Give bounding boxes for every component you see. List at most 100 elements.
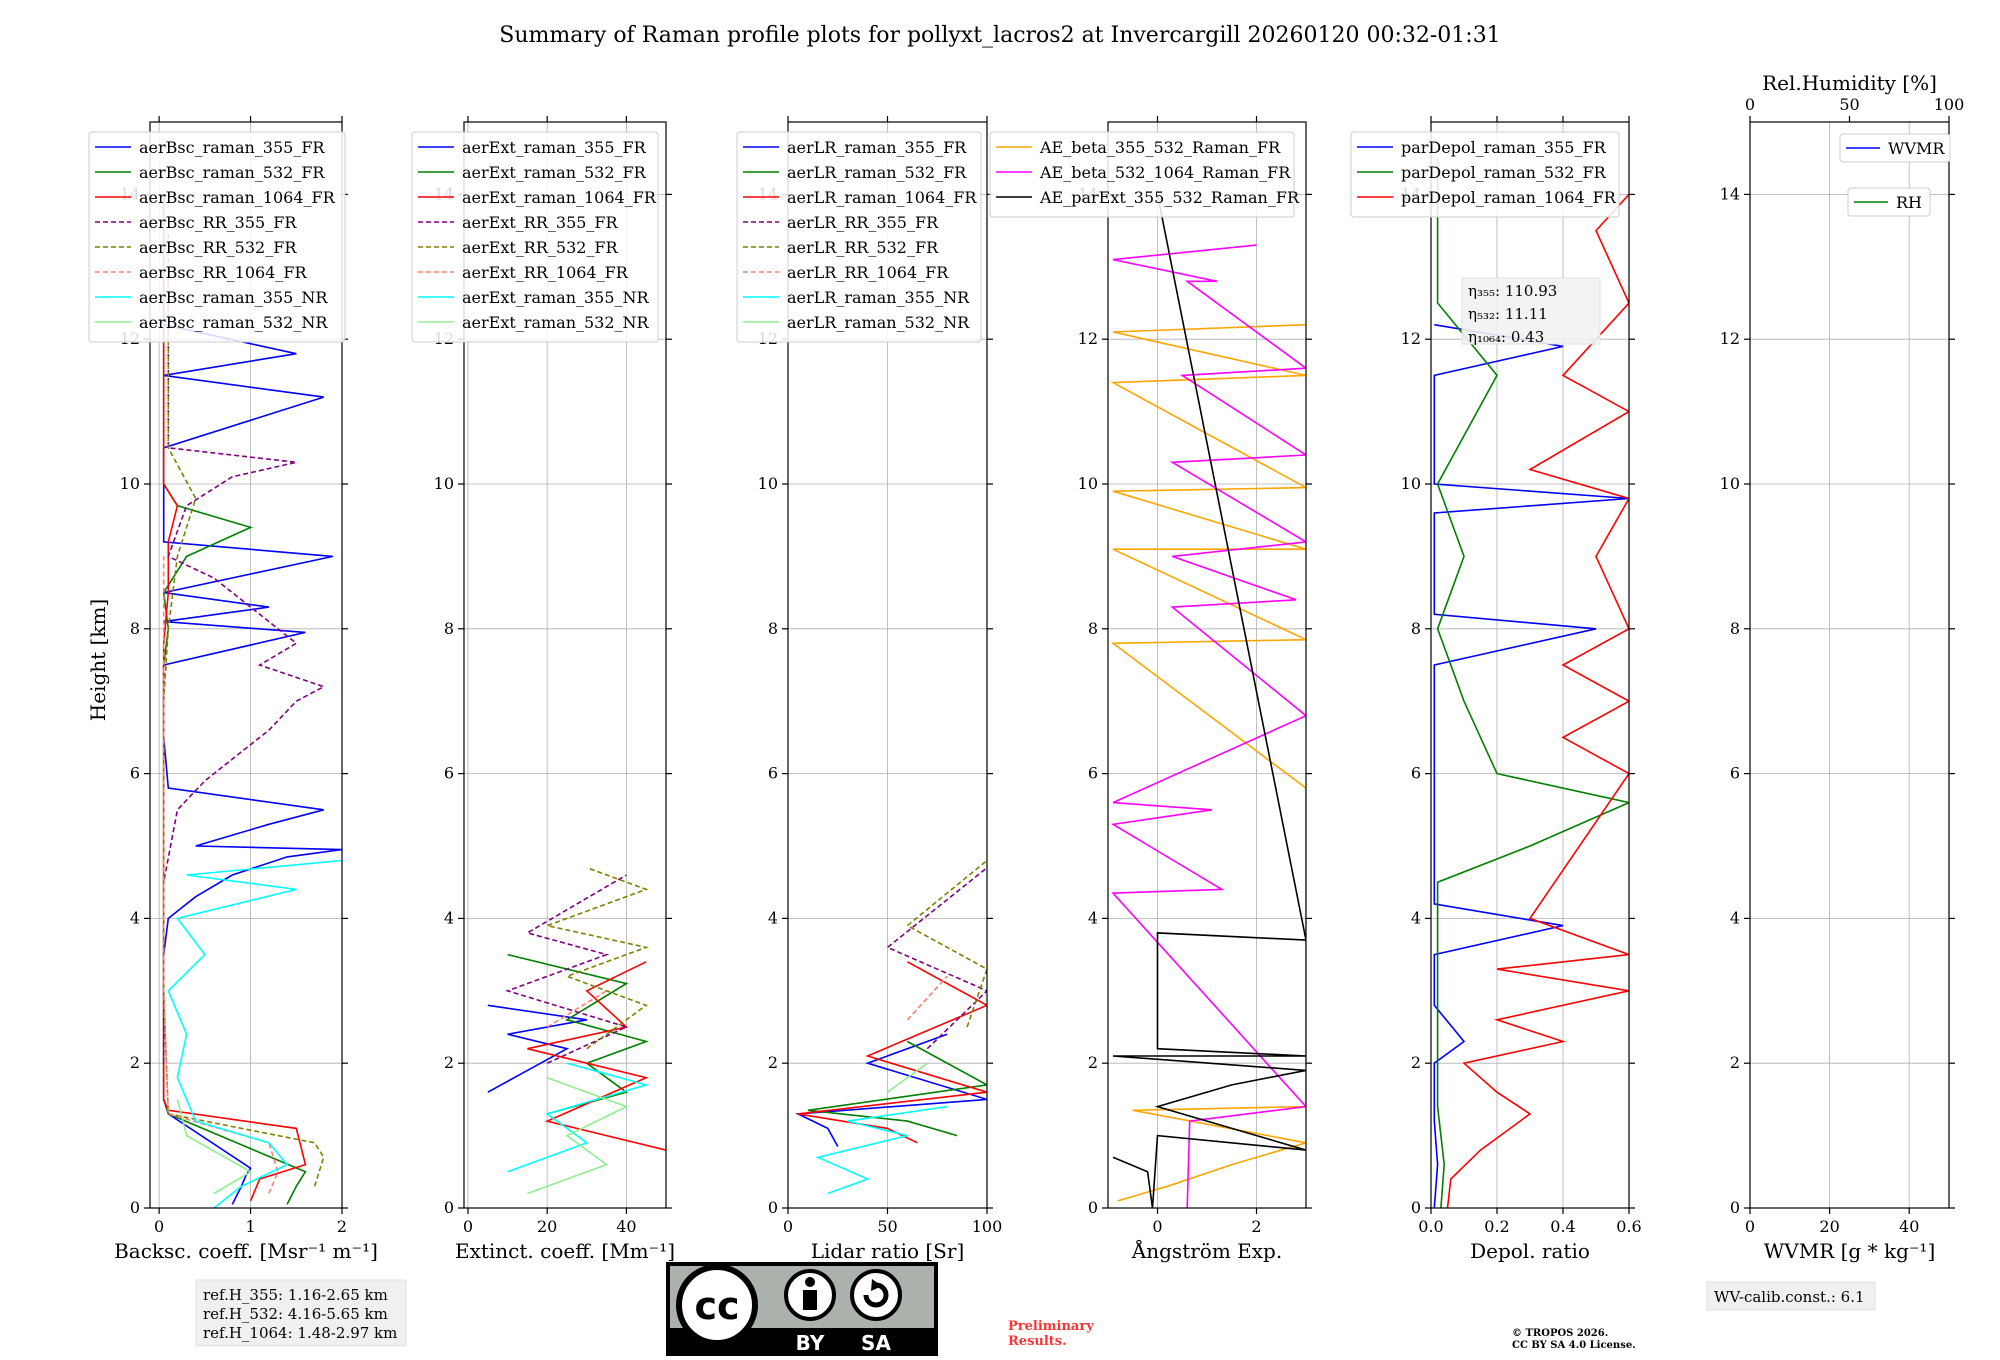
legend-WVMR: WVMR [1839,133,1951,163]
y-tick-label: 12 [1720,329,1740,348]
x-tick-label: 0.0 [1418,1217,1443,1236]
series-aerLR_RR_532_FR [905,859,987,1028]
legend-label: AE_parExt_355_532_Raman_FR [1039,188,1300,207]
series-aerExt_RR_532_FR [544,866,650,1050]
eta-value: η₁₀₆₄: 0.43 [1468,328,1544,346]
y-tick-label: 2 [1730,1053,1740,1072]
y-tick-label: 0 [130,1198,140,1217]
y-tick-label: 8 [1730,619,1740,638]
series-aerLR_raman_532_NR [887,1062,928,1093]
legend-label: aerExt_RR_532_FR [462,238,619,257]
y-tick-label: 6 [768,764,778,783]
legend-box: aerExt_raman_355_FR aerExt_raman_532_FRae… [411,131,659,343]
series-parDepol_raman_1064_FR [1446,193,1629,1208]
legend-label: aerLR_raman_1064_FR [787,188,977,207]
y-tick-label: 10 [434,474,454,493]
panel-wv: 0 2 4 6 8 10 12 14 0 20 40 WVMR [g * kg⁻¹] 0 50 100Rel… [1720,71,1965,1263]
series-aerLR_raman_1064_FR [797,961,987,1144]
x-tick-label: 0 [154,1217,164,1236]
figure-title: Summary of Raman profile plots for polly… [499,23,1500,48]
top-tick-label: 0 [1745,95,1755,114]
x-tick-label: 1 [245,1217,255,1236]
x-axis-label: Backsc. coeff. [Msr⁻¹ m⁻¹] [114,1239,378,1263]
series-aerBsc_RR_1064_FR [162,556,279,1194]
y-tick-label: 10 [1401,474,1421,493]
y-tick-label: 10 [120,474,140,493]
top-tick-label: 100 [1934,95,1965,114]
x-tick-label: 40 [1899,1217,1919,1236]
y-tick-label: 8 [768,619,778,638]
series-aerExt_raman_532_FR [507,953,649,1115]
legend-label: parDepol_raman_532_FR [1401,163,1607,182]
y-tick-label: 2 [768,1053,778,1072]
legend-label: aerLR_RR_532_FR [787,238,939,257]
x-tick-label: 20 [537,1217,557,1236]
top-tick-label: 50 [1839,95,1859,114]
y-tick-label: 2 [444,1053,454,1072]
x-axis-label: Lidar ratio [Sr] [811,1239,965,1263]
ref-height-532: ref.H_532: 4.16-5.65 km [203,1305,388,1323]
axes-frame [463,121,667,1209]
legend-label: aerExt_RR_355_FR [462,213,619,232]
wv-calib-box: WV-calib.const.: 6.1 [1706,1281,1876,1311]
panels: 02468101214012Backsc. coeff. [Msr⁻¹ m⁻¹]… [88,71,1965,1263]
x-axis-label: Depol. ratio [1470,1239,1590,1263]
y-tick-label: 14 [1720,184,1740,203]
legend-label: aerBsc_raman_532_NR [139,313,328,332]
x-tick-label: 50 [877,1217,897,1236]
legend-label: AE_beta_355_532_Raman_FR [1039,138,1281,157]
legend-label: aerBsc_RR_1064_FR [139,263,308,282]
series-aerExt_RR_355_FR [505,874,629,1064]
series-parDepol_raman_532_FR [1436,158,1629,1208]
y-tick-label: 4 [1088,908,1098,927]
badge-sa: SA [861,1331,891,1355]
y-tick-label: 10 [1720,474,1740,493]
y-tick-label: 4 [768,908,778,927]
legend-label: aerExt_RR_1064_FR [462,263,629,282]
legend-label: aerBsc_raman_1064_FR [139,188,336,207]
series-aerLR_raman_355_NR [815,1105,948,1195]
x-tick-label: 0 [1745,1217,1755,1236]
y-tick-label: 8 [130,619,140,638]
x-tick-label: 2 [337,1217,347,1236]
series-group [1433,158,1629,1208]
y-tick-label: 4 [1730,908,1740,927]
y-tick-label: 2 [1088,1053,1098,1072]
y-tick-label: 8 [444,619,454,638]
y-tick-label: 2 [1411,1053,1421,1072]
share-alike-icon [850,1269,902,1321]
legend-label: aerLR_RR_1064_FR [787,263,949,282]
y-tick-label: 6 [1088,764,1098,783]
panel-ae: 0246810121402Ångström Exp.AE_beta_355_53… [989,116,1312,1263]
y-tick-label: 0 [444,1198,454,1217]
x-tick-label: 0 [1152,1217,1162,1236]
eta-value: η₅₃₂: 11.11 [1468,305,1548,323]
panel-bsc: 02468101214012Backsc. coeff. [Msr⁻¹ m⁻¹]… [88,116,378,1263]
preliminary-line1: Preliminary [1008,1319,1094,1334]
y-tick-label: 10 [1078,474,1098,493]
axes-frame [1107,121,1307,1209]
legend-label: aerLR_raman_532_NR [787,313,970,332]
legend-label: aerLR_RR_355_FR [787,213,939,232]
panel-lr: 02468101214050100Lidar ratio [Sr]aerLR_r… [736,116,1002,1263]
x-axis-label: Extinct. coeff. [Mm⁻¹] [455,1239,675,1263]
y-tick-label: 0 [1730,1198,1740,1217]
legend-label: aerBsc_raman_355_NR [139,288,328,307]
x-tick-label: 0.2 [1484,1217,1509,1236]
x-axis-label: WVMR [g * kg⁻¹] [1764,1239,1936,1263]
legend-label: aerExt_raman_1064_FR [462,188,657,207]
panel-ext: 0246810121402040Extinct. coeff. [Mm⁻¹]ae… [411,116,675,1263]
series-aerExt_raman_1064_FR [527,961,666,1151]
legend-label: aerBsc_RR_532_FR [139,238,297,257]
legend-label: WVMR [1888,139,1945,158]
wv-calib-text: WV-calib.const.: 6.1 [1714,1288,1865,1306]
y-tick-label: 10 [758,474,778,493]
legend-label: aerExt_raman_532_FR [462,163,647,182]
legend-label: AE_beta_532_1064_Raman_FR [1039,163,1291,182]
eta-box: η₃₅₅: 110.93 η₅₃₂: 11.11 η₁₀₆₄: 0.43 [1461,277,1601,346]
x-tick-label: 2 [1251,1217,1261,1236]
y-tick-label: 6 [1730,764,1740,783]
y-tick-label: 4 [444,908,454,927]
